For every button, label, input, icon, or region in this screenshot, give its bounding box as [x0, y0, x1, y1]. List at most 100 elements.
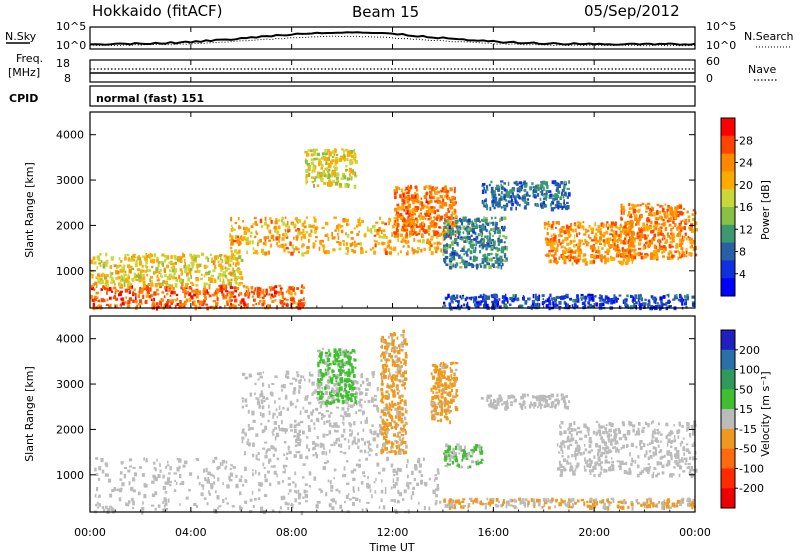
range-cell	[413, 222, 415, 226]
range-cell	[284, 464, 288, 468]
range-cell	[296, 287, 300, 290]
range-cell	[480, 234, 483, 238]
range-cell	[402, 237, 405, 243]
range-cell	[655, 304, 659, 308]
range-cell	[284, 468, 286, 471]
range-cell	[666, 219, 670, 223]
range-cell	[342, 240, 345, 242]
range-cell	[486, 188, 489, 191]
range-cell	[405, 232, 408, 237]
range-cell	[146, 273, 148, 277]
range-cell	[331, 401, 335, 404]
range-cell	[396, 222, 399, 227]
range-cell	[349, 242, 353, 247]
range-cell	[313, 422, 316, 426]
range-cell	[535, 186, 539, 190]
range-cell	[260, 423, 263, 426]
range-cell	[590, 296, 594, 301]
range-cell	[395, 222, 398, 227]
range-cell	[327, 401, 331, 405]
range-cell	[367, 484, 371, 489]
range-cell	[243, 230, 247, 235]
range-cell	[221, 273, 224, 278]
range-cell	[111, 290, 113, 293]
range-cell	[352, 172, 356, 175]
range-cell	[423, 229, 428, 234]
range-cell	[553, 233, 556, 237]
range-cell	[615, 297, 619, 300]
freq-label: Freq.	[16, 52, 43, 65]
range-cell	[406, 228, 408, 232]
range-cell	[129, 257, 133, 262]
range-cell	[573, 223, 577, 227]
range-cell	[349, 363, 353, 367]
range-cell	[232, 466, 236, 469]
range-cell	[622, 253, 624, 256]
range-cell	[598, 296, 602, 300]
range-cell	[571, 261, 574, 266]
range-cell	[387, 240, 390, 245]
range-cell	[299, 231, 303, 235]
range-cell	[162, 474, 165, 479]
range-cell	[166, 285, 168, 289]
range-cell	[226, 256, 229, 260]
range-cell	[238, 304, 241, 306]
range-cell	[337, 425, 340, 428]
range-cell	[413, 219, 416, 224]
range-cell	[398, 344, 401, 348]
range-cell	[131, 277, 135, 282]
range-cell	[329, 391, 332, 396]
range-cell	[683, 253, 686, 258]
range-cell	[329, 411, 333, 415]
range-cell	[236, 237, 241, 241]
range-cell	[134, 262, 138, 268]
range-cell	[628, 243, 632, 248]
range-cell	[343, 349, 347, 352]
range-cell	[151, 258, 156, 264]
range-cell	[667, 204, 670, 209]
range-cell	[569, 256, 572, 259]
range-cell	[630, 257, 634, 261]
range-cell	[230, 239, 234, 244]
range-cell	[165, 466, 168, 470]
range-cell	[354, 366, 357, 369]
range-cell	[640, 226, 643, 231]
range-cell	[412, 486, 415, 491]
range-cell	[524, 188, 527, 192]
range-cell	[550, 234, 553, 238]
range-cell	[575, 305, 579, 309]
range-cell	[214, 457, 216, 460]
range-cell	[486, 242, 490, 246]
range-cell	[393, 246, 397, 251]
range-cell	[138, 290, 142, 294]
range-cell	[591, 227, 595, 232]
range-cell	[353, 154, 357, 157]
range-cell	[435, 236, 439, 239]
range-cell	[263, 429, 266, 432]
range-cell	[229, 467, 232, 471]
range-cell	[164, 259, 166, 263]
range-cell	[292, 377, 296, 380]
range-cell	[282, 221, 285, 226]
range-cell	[434, 474, 437, 477]
range-cell	[314, 226, 318, 231]
range-cell	[654, 300, 657, 304]
range-cell	[234, 295, 237, 298]
range-cell	[654, 251, 658, 254]
range-cell	[172, 286, 175, 291]
range-cell	[624, 298, 628, 301]
range-cell	[241, 483, 245, 487]
range-cell	[231, 253, 233, 257]
range-cell	[289, 291, 293, 296]
range-cell	[503, 193, 507, 198]
range-cell	[688, 226, 691, 230]
range-cell	[620, 253, 624, 256]
range-cell	[269, 243, 273, 248]
range-cell	[346, 371, 348, 375]
range-cell	[279, 506, 282, 510]
range-cell	[244, 500, 248, 504]
noise-sky-label: N.Sky	[5, 30, 37, 43]
range-cell	[443, 233, 446, 238]
range-cell	[312, 242, 316, 247]
range-cell	[222, 296, 226, 300]
